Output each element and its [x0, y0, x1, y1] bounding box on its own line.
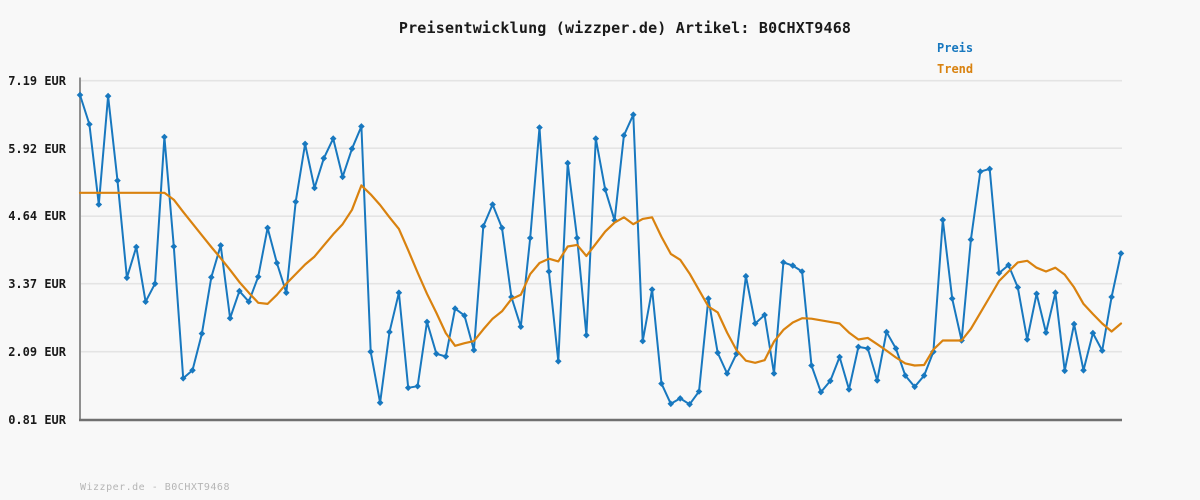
y-axis-tick-label: 4.64 EUR — [8, 209, 66, 223]
y-axis-tick-label: 2.09 EUR — [8, 345, 66, 359]
y-axis-tick-label: 0.81 EUR — [8, 413, 66, 427]
watermark-text: Wizzper.de - B0CHXT9468 — [80, 482, 230, 493]
legend-preis-label: Preis — [937, 41, 974, 55]
y-axis-tick-label: 7.19 EUR — [8, 74, 66, 88]
y-axis-tick-label: 3.37 EUR — [8, 277, 66, 291]
y-axis-tick-label: 5.92 EUR — [8, 142, 66, 156]
chart-title: Preisentwicklung (wizzper.de) Artikel: B… — [398, 19, 852, 37]
chart-legend: Preis Trend — [937, 38, 973, 80]
legend-trend-label: Trend — [937, 62, 974, 76]
